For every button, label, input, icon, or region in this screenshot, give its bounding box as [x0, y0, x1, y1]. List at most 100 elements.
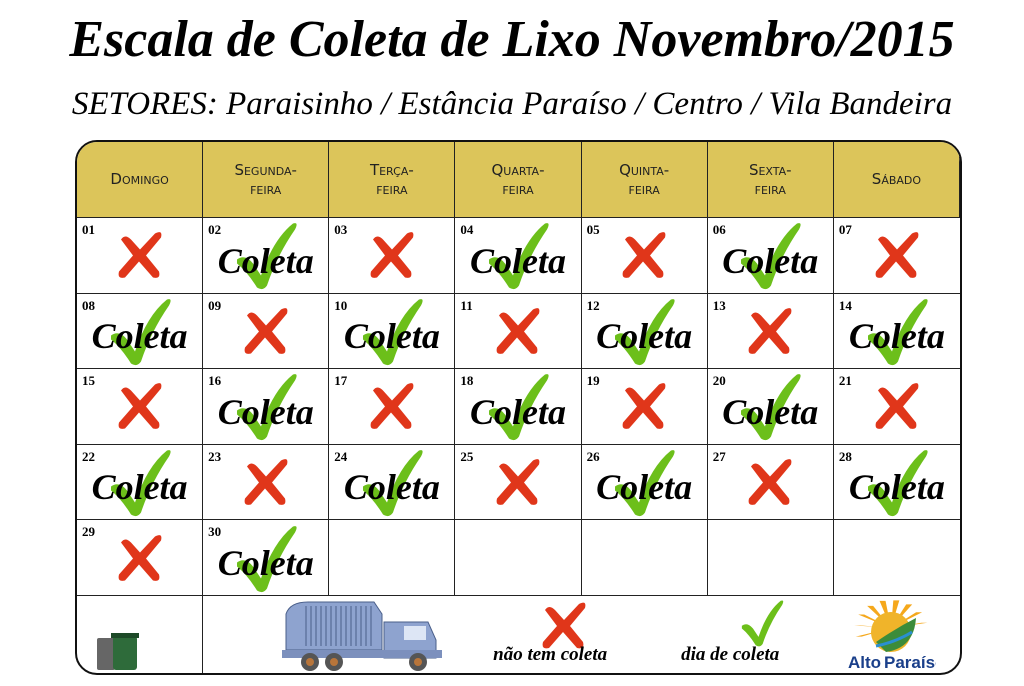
- day-number: 12: [586, 297, 600, 313]
- weekday-header: Quinta- feira: [581, 142, 708, 218]
- check-icon: [609, 295, 679, 372]
- check-icon: [737, 598, 787, 653]
- svg-text:Paraíso: Paraíso: [884, 653, 936, 672]
- page-subtitle: SETORES: Paraisinho / Estância Paraíso /…: [71, 86, 953, 122]
- day-cell: 03: [329, 218, 456, 294]
- check-icon: [105, 447, 175, 524]
- day-number: 11: [460, 297, 473, 313]
- empty-cell: [707, 520, 834, 596]
- check-icon: [105, 295, 175, 372]
- cross-icon: [743, 457, 797, 514]
- day-cell: 25: [455, 444, 582, 521]
- collect-label: Coleta: [91, 467, 188, 508]
- day-number: 07: [838, 222, 852, 237]
- day-number: 19: [586, 373, 600, 389]
- day-cell: 15: [77, 369, 204, 445]
- collect-label: Coleta: [343, 467, 440, 508]
- day-number: 04: [460, 222, 474, 237]
- day-cell: 22 Coleta: [77, 444, 204, 524]
- cross-icon: [537, 600, 591, 657]
- weekday-header: Sexta- feira: [707, 142, 834, 218]
- day-cell: 18 Coleta: [455, 369, 582, 445]
- day-number: 03: [334, 222, 348, 237]
- weekday-header: Quarta- feira: [455, 142, 582, 218]
- cross-icon: [365, 381, 419, 438]
- cross-icon: [239, 457, 293, 514]
- day-number: 14: [838, 297, 852, 313]
- day-cell: 28 Coleta: [833, 444, 960, 521]
- day-cell: 11: [455, 293, 582, 370]
- collect-label: Coleta: [596, 467, 693, 508]
- day-number: 13: [712, 297, 726, 313]
- collect-label: Coleta: [469, 391, 566, 432]
- cross-icon: [365, 230, 419, 287]
- day-cell: 14 Coleta: [833, 293, 960, 372]
- day-cell: 24 Coleta: [329, 444, 456, 524]
- check-icon: [735, 220, 805, 297]
- day-cell: 04 Coleta: [455, 218, 582, 297]
- collect-label: Coleta: [217, 391, 314, 432]
- day-cell: 20 Coleta: [707, 369, 834, 448]
- garbage-truck-icon: [278, 600, 448, 673]
- day-number: 28: [838, 448, 852, 464]
- trash-bins-cell: [77, 595, 204, 673]
- day-cell: 17: [329, 369, 456, 445]
- day-cell: 09: [203, 293, 330, 370]
- day-cell: 12 Coleta: [581, 293, 708, 372]
- day-number: 08: [82, 297, 95, 313]
- day-number: 06: [712, 222, 726, 237]
- check-icon: [862, 295, 932, 372]
- day-number: 17: [334, 373, 348, 389]
- collect-label: Coleta: [469, 240, 566, 281]
- trash-bin-icon: [95, 632, 143, 673]
- day-cell: 13: [707, 293, 834, 370]
- day-number: 10: [334, 297, 348, 313]
- weekday-header: Terça- feira: [329, 142, 456, 218]
- alto-paraiso-logo: AltoParaíso: [846, 598, 946, 673]
- day-number: 05: [586, 222, 600, 237]
- day-cell: 23: [203, 444, 330, 521]
- empty-cell: [581, 520, 708, 596]
- collect-label: Coleta: [91, 316, 188, 357]
- check-icon: [483, 220, 553, 297]
- day-number: 09: [208, 297, 222, 313]
- empty-cell: [329, 520, 456, 596]
- cross-icon: [870, 381, 924, 438]
- collect-label: Coleta: [848, 467, 945, 508]
- cross-icon: [491, 457, 545, 514]
- day-cell: 21: [833, 369, 960, 445]
- cross-icon: [870, 230, 924, 287]
- collect-label: Coleta: [596, 316, 693, 357]
- check-icon: [231, 522, 301, 599]
- cross-icon: [743, 305, 797, 362]
- collect-label: Coleta: [722, 240, 819, 281]
- day-number: 22: [82, 448, 95, 464]
- collect-label: Coleta: [217, 542, 314, 583]
- day-cell: 08 Coleta: [77, 293, 204, 372]
- cross-icon: [491, 305, 545, 362]
- check-icon: [357, 447, 427, 524]
- check-icon: [735, 371, 805, 448]
- day-number: 20: [712, 373, 726, 389]
- check-icon: [231, 220, 301, 297]
- svg-text:Alto: Alto: [848, 653, 881, 672]
- day-cell: 05: [581, 218, 708, 294]
- day-number: 30: [208, 524, 222, 540]
- day-number: 24: [334, 448, 348, 464]
- page-title: Escala de Coleta de Lixo Novembro/2015: [69, 11, 955, 68]
- check-icon: [357, 295, 427, 372]
- cross-icon: [617, 381, 671, 438]
- check-icon: [231, 371, 301, 448]
- day-number: 21: [838, 373, 852, 389]
- day-cell: 02 Coleta: [203, 218, 330, 297]
- cross-icon: [113, 230, 167, 287]
- day-cell: 27: [707, 444, 834, 521]
- day-number: 01: [82, 222, 95, 237]
- collect-label: Coleta: [217, 240, 314, 281]
- day-number: 16: [208, 373, 222, 389]
- empty-cell: [833, 520, 960, 596]
- cross-icon: [113, 532, 167, 589]
- day-cell: 06 Coleta: [707, 218, 834, 297]
- day-number: 23: [208, 448, 222, 464]
- cross-icon: [113, 381, 167, 438]
